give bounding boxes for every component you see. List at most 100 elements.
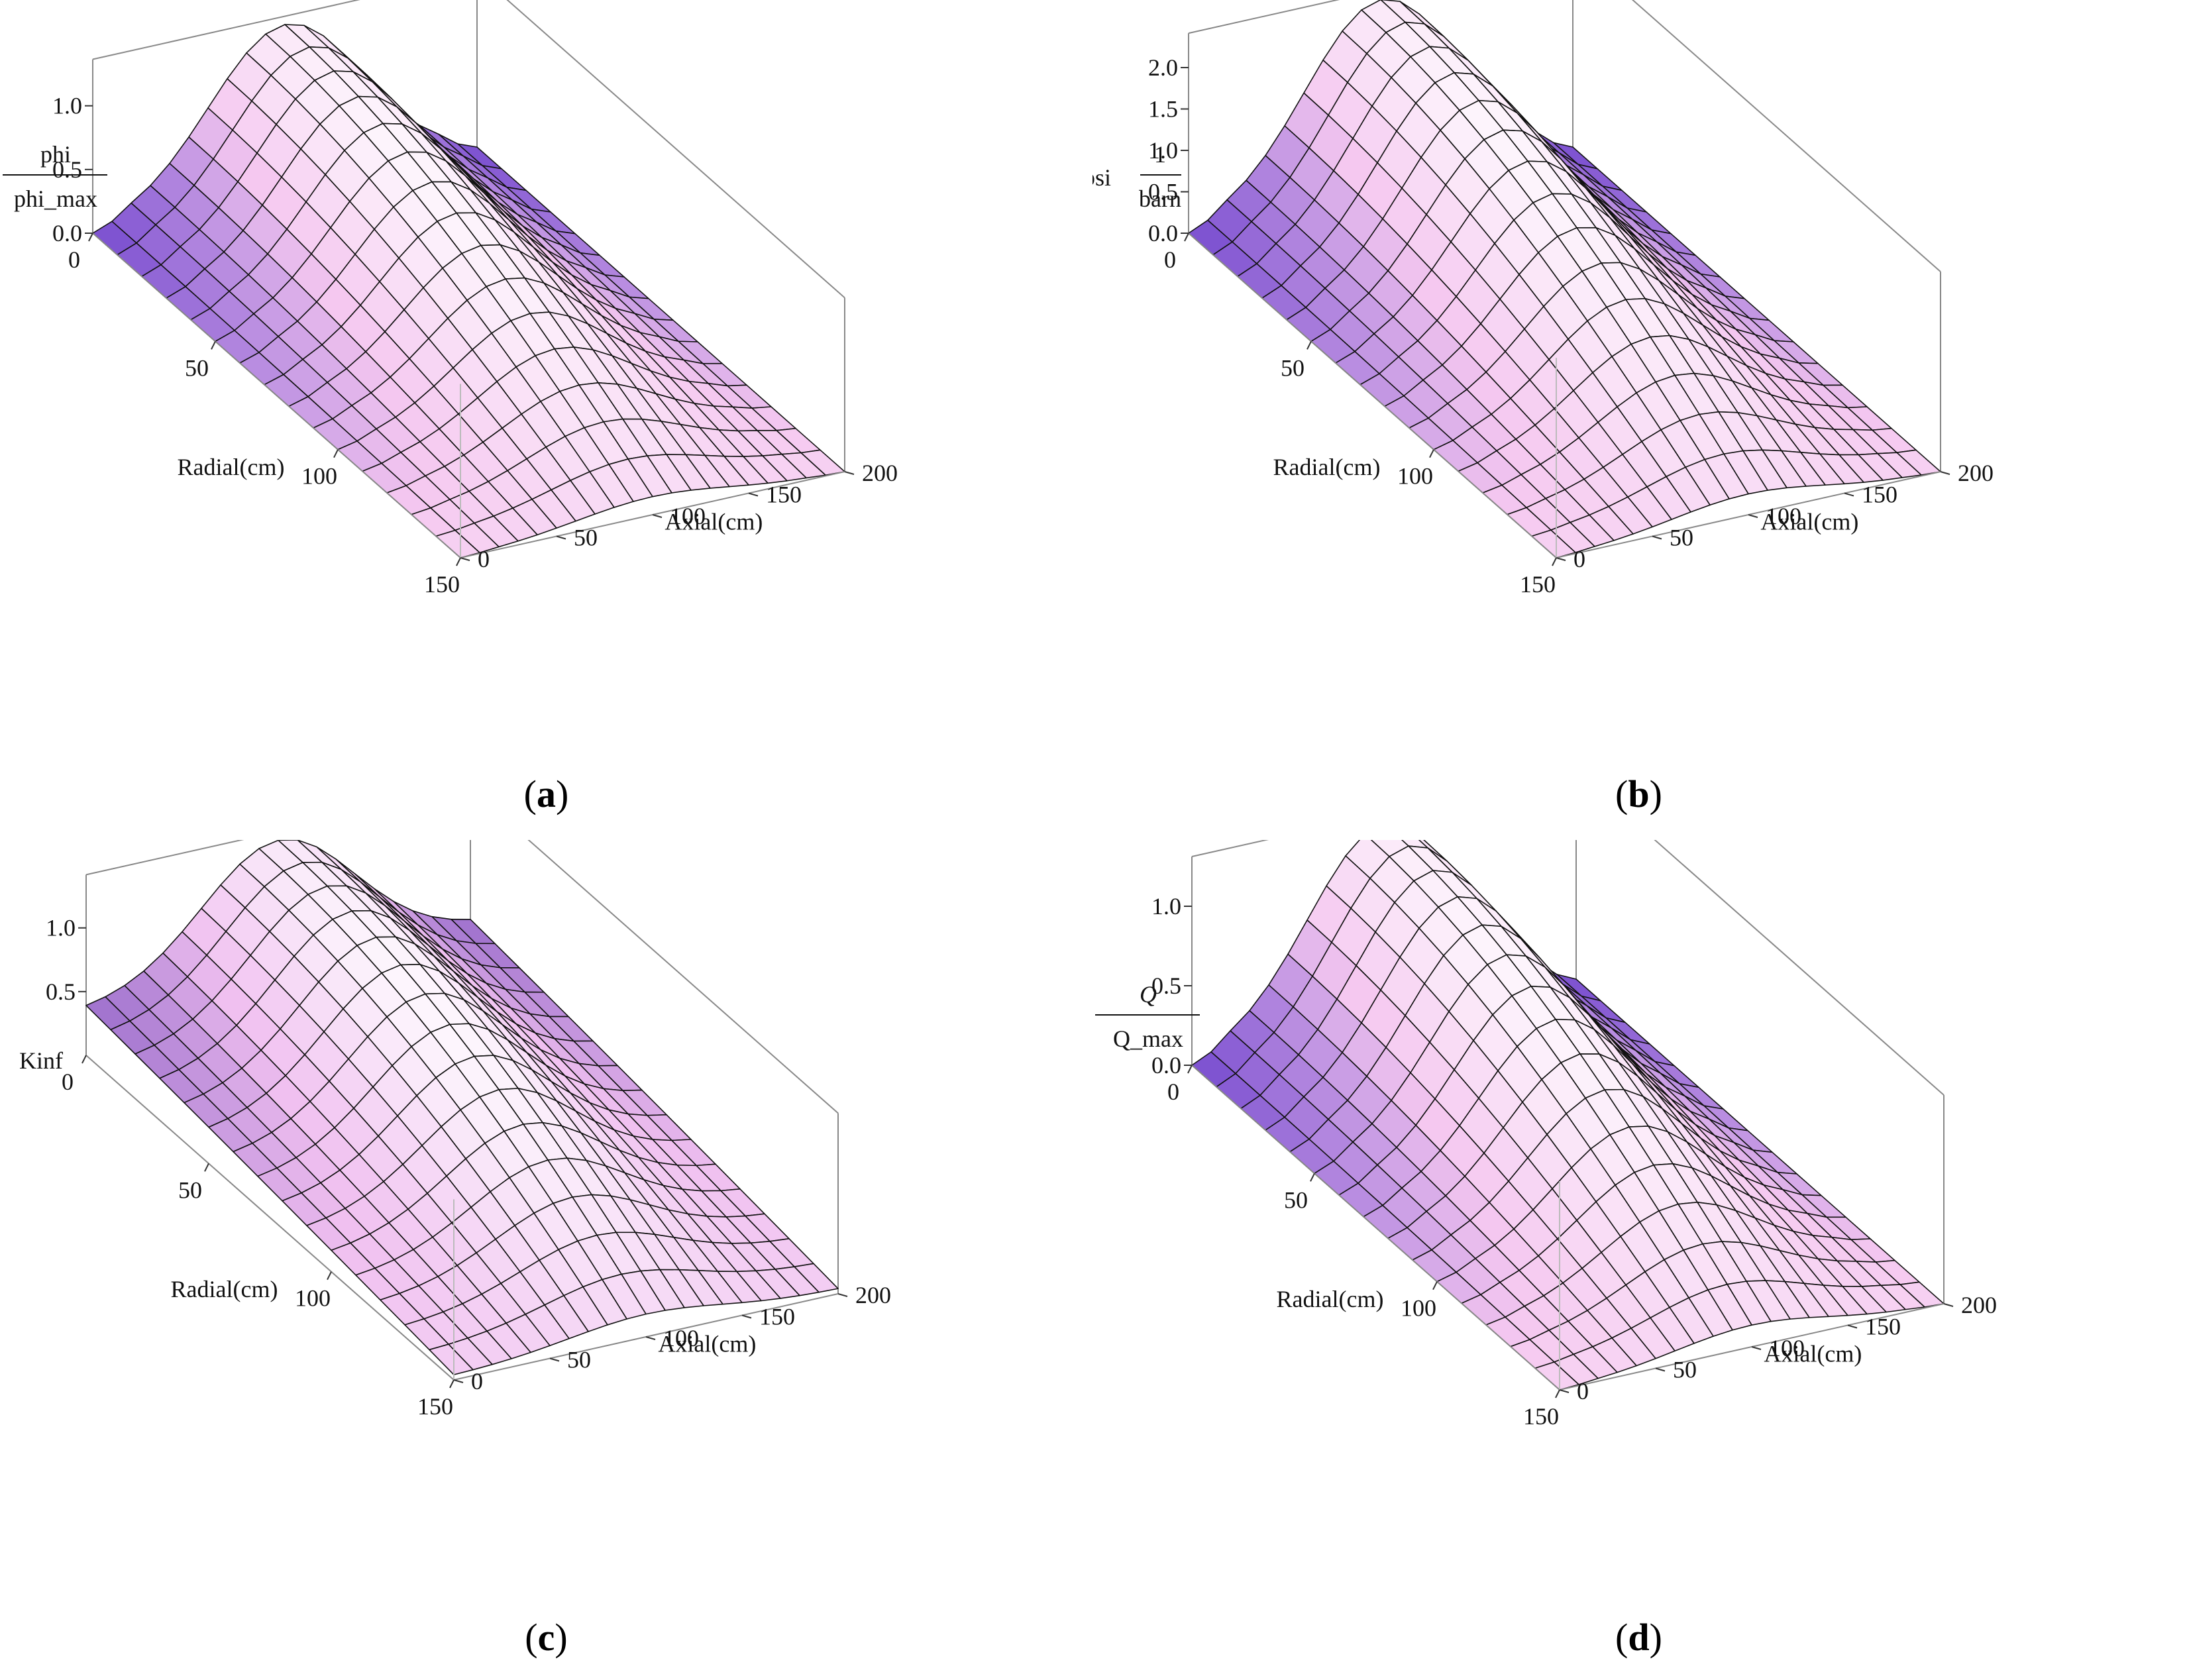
x-tick xyxy=(211,341,216,350)
x-tick xyxy=(449,1379,454,1389)
y-tick xyxy=(741,1314,752,1319)
y-tick xyxy=(748,492,759,497)
x-tick xyxy=(1306,341,1312,350)
y-tick xyxy=(1940,471,1950,475)
x-tick xyxy=(1552,557,1557,566)
y-tick-label: 0 xyxy=(471,1368,483,1394)
box-top-back xyxy=(1191,840,1945,1096)
surface-mesh xyxy=(1191,840,1945,1391)
panel-a: 0 50 100 150 0 50 100 150 200 0.0 0.5 1.0 Radial(cm)… xyxy=(0,0,1092,840)
y-tick xyxy=(453,1379,464,1383)
y-tick xyxy=(549,1357,560,1362)
caption-a: (a) xyxy=(523,772,569,815)
x-tick-label: 0 xyxy=(1167,1078,1179,1105)
chart-b: 0 50 100 150 0 50 100 150 200 0.0 0.5 1.0 1.5 2.0 Radi… xyxy=(1092,0,1994,598)
z-tick-label: 0.5 xyxy=(1148,179,1178,205)
z-tick-label: 0.0 xyxy=(52,220,82,246)
x-tick xyxy=(333,449,339,458)
y-tick-label: 100 xyxy=(1766,503,1801,529)
x-tick-label: 0 xyxy=(68,246,80,273)
y-tick xyxy=(460,557,470,561)
box-top-back xyxy=(92,0,845,299)
y-tick xyxy=(645,1336,656,1340)
chart-d: 0 50 100 150 0 50 100 150 200 0.0 0.5 1.0 Radial(cm)… xyxy=(1095,840,1997,1430)
x-tick xyxy=(327,1271,332,1281)
surface-mesh xyxy=(92,24,845,558)
z-axis-label-prefix: psi xyxy=(1092,164,1111,191)
panel-b: 0 50 100 150 0 50 100 150 200 0.0 0.5 1.0 1.5 2.0 Radi… xyxy=(1092,0,2185,840)
y-tick-label: 200 xyxy=(1961,1292,1997,1318)
y-tick-label: 100 xyxy=(663,1325,699,1351)
z-tick-label: 0.5 xyxy=(1151,972,1181,999)
z-tick-label: 1.0 xyxy=(52,93,82,119)
y-tick xyxy=(556,535,566,540)
z-axis-label-num: 1 xyxy=(1154,141,1166,168)
y-tick-label: 200 xyxy=(855,1282,891,1308)
y-tick-label: 100 xyxy=(670,503,706,529)
y-tick-label: 200 xyxy=(862,460,898,486)
surface-plot-a: 0 50 100 150 0 50 100 150 200 0.0 0.5 1.0 Radial(cm)… xyxy=(3,0,898,598)
box-top-back xyxy=(1188,0,1941,272)
surface-mesh xyxy=(1188,0,1941,558)
x-axis-label: Radial(cm) xyxy=(1273,454,1381,480)
z-tick-label: 0.5 xyxy=(46,978,76,1005)
y-tick-label: 50 xyxy=(567,1347,591,1373)
x-tick xyxy=(1187,1065,1193,1074)
x-tick-label: 100 xyxy=(1401,1295,1436,1322)
surface-mesh xyxy=(85,840,839,1375)
z-tick-label: 1.0 xyxy=(1148,137,1178,164)
x-axis-label: Radial(cm) xyxy=(178,454,285,480)
y-tick-label: 0 xyxy=(1577,1378,1589,1404)
x-tick-label: 50 xyxy=(178,1177,202,1203)
z-tick-label: 0.0 xyxy=(1148,220,1178,246)
surface-plot-d: 0 50 100 150 0 50 100 150 200 0.0 0.5 1.0 Radial(cm)… xyxy=(1095,840,1997,1430)
z-axis-label-den: phi_max xyxy=(14,185,97,212)
y-tick xyxy=(844,471,855,475)
y-tick xyxy=(1748,514,1758,518)
y-tick-label: 150 xyxy=(1865,1314,1901,1340)
x-tick xyxy=(456,557,461,566)
chart-c: 0 50 100 150 0 50 100 150 200 0.5 1.0 Radial(cm) Axi… xyxy=(19,840,891,1420)
z-tick-label: 1.0 xyxy=(1151,893,1181,919)
y-axis-label: Axial(cm) xyxy=(665,509,763,535)
x-tick xyxy=(204,1163,209,1172)
panel-d: 0 50 100 150 0 50 100 150 200 0.0 0.5 1.0 Radial(cm)… xyxy=(1092,840,2185,1680)
y-tick xyxy=(1847,1324,1858,1329)
x-tick-label: 100 xyxy=(301,463,337,490)
x-tick xyxy=(88,233,93,242)
y-tick xyxy=(1751,1346,1762,1350)
y-tick xyxy=(652,514,663,518)
y-tick-label: 50 xyxy=(1673,1357,1697,1383)
x-tick-label: 150 xyxy=(1520,571,1556,598)
x-tick-label: 0 xyxy=(1164,246,1176,273)
y-tick-label: 150 xyxy=(1862,482,1897,508)
z-axis-label-den: Q_max xyxy=(1113,1025,1183,1052)
y-axis-label: Axial(cm) xyxy=(1764,1341,1862,1367)
y-tick-label: 150 xyxy=(759,1304,795,1330)
x-tick-label: 150 xyxy=(424,571,460,598)
z-axis-label-den: barn xyxy=(1139,185,1181,212)
z-tick-label: 0.0 xyxy=(1151,1052,1181,1078)
y-tick xyxy=(837,1293,848,1297)
x-tick-label: 150 xyxy=(1523,1403,1559,1430)
x-tick-label: 150 xyxy=(417,1393,453,1420)
y-axis-label: Axial(cm) xyxy=(658,1331,756,1357)
surface-patch xyxy=(429,1343,474,1375)
y-axis-label: Axial(cm) xyxy=(1760,509,1858,535)
y-tick xyxy=(1655,1367,1666,1372)
z-axis-label-num: phi xyxy=(40,141,71,168)
y-tick xyxy=(1652,535,1662,540)
y-tick-label: 50 xyxy=(1670,525,1693,551)
x-axis-label: Radial(cm) xyxy=(1277,1286,1384,1312)
surface-plot-b: 0 50 100 150 0 50 100 150 200 0.0 0.5 1.0 1.5 2.0 Radi… xyxy=(1092,0,1994,598)
x-tick-label: 0 xyxy=(62,1069,74,1095)
x-tick-label: 50 xyxy=(1284,1186,1308,1213)
y-tick-label: 100 xyxy=(1769,1335,1805,1361)
x-tick-label: 50 xyxy=(1281,354,1305,381)
z-axis-label-num: Q xyxy=(1140,981,1157,1008)
x-tick-label: 100 xyxy=(1397,463,1433,490)
z-tick-label: 0.5 xyxy=(52,156,82,183)
y-tick xyxy=(1844,492,1854,497)
x-tick-label: 50 xyxy=(185,354,209,381)
y-tick xyxy=(1559,1389,1570,1393)
